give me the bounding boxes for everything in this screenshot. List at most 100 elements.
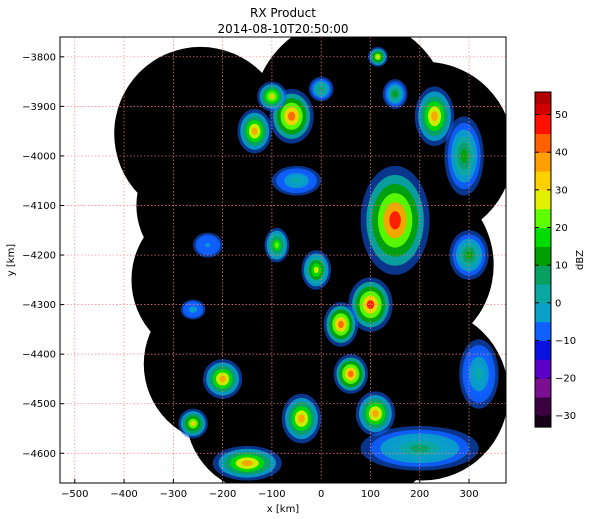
colorbar-segment <box>535 374 551 379</box>
colorbar-segment <box>535 122 551 127</box>
echo-contour <box>205 243 211 248</box>
echo-cell <box>281 393 322 444</box>
colorbar-segment <box>535 144 551 150</box>
echo-cell <box>333 354 369 394</box>
colorbar-segment <box>535 204 551 210</box>
colorbar-segment <box>535 351 551 357</box>
colorbar: 50 40 30 20 10 0 −10 −20 −30 <box>534 91 576 428</box>
colorbar-segment <box>535 419 551 424</box>
echo-cell <box>271 165 322 196</box>
colorbar-segment <box>535 178 551 183</box>
y-tick-label: −4100 <box>22 201 56 212</box>
colorbar-segment <box>535 167 551 172</box>
echo-cell <box>237 108 272 154</box>
echo-contour <box>393 91 398 97</box>
colorbar-segment <box>535 378 551 383</box>
colorbar-segment <box>535 340 551 345</box>
echo-contour <box>338 320 344 329</box>
y-tick-label: −4300 <box>22 300 56 311</box>
colorbar-segment <box>535 299 551 304</box>
colorbar-segment <box>535 189 551 195</box>
echo-cell <box>212 445 282 481</box>
echo-cell <box>308 76 334 102</box>
echo-contour <box>191 307 196 312</box>
colorbar-segment <box>535 219 551 225</box>
x-tick-label: 300 <box>459 489 478 500</box>
x-tick-label: −200 <box>209 489 236 500</box>
echo-cell <box>414 86 455 147</box>
colorbar-segment <box>535 411 551 417</box>
grid-lines <box>60 37 506 483</box>
echo-contour <box>389 211 401 230</box>
colorbar-segment <box>535 129 551 135</box>
y-tick-label: −4000 <box>22 151 56 162</box>
colorbar-segment <box>535 152 551 157</box>
colorbar-segment <box>535 208 551 214</box>
colorbar-segment <box>535 125 551 131</box>
colorbar-segment <box>535 302 551 308</box>
colorbar-segment <box>535 261 551 266</box>
colorbar-segment <box>535 366 551 372</box>
colorbar-tick-label: 50 <box>555 110 568 121</box>
echo-contour <box>313 266 319 274</box>
echo-contour <box>269 93 275 99</box>
echo-cell <box>382 79 408 109</box>
colorbar-segment <box>535 283 551 289</box>
colorbar-segment <box>535 238 551 244</box>
echo-cell <box>444 116 484 196</box>
x-tick-label: 200 <box>410 489 429 500</box>
y-tick-label: −3800 <box>22 52 56 63</box>
colorbar-segment <box>535 423 551 428</box>
colorbar-segment <box>535 231 551 236</box>
echo-cell <box>178 408 208 439</box>
echo-contour <box>287 111 296 121</box>
colorbar-segment <box>535 287 551 293</box>
colorbar-segment <box>535 103 551 108</box>
colorbar-segment <box>535 171 551 176</box>
echo-contour <box>475 368 483 380</box>
colorbar-segment <box>535 235 551 240</box>
colorbar-segment <box>535 216 551 221</box>
echo-contour <box>292 178 301 184</box>
colorbar-tick-label: −10 <box>555 336 576 347</box>
colorbar-tick-label: 10 <box>555 261 568 272</box>
colorbar-segment <box>535 408 551 413</box>
colorbar-segment <box>535 329 551 334</box>
echo-contour <box>319 86 324 92</box>
echo-contour <box>460 149 468 163</box>
echo-cell <box>360 426 479 471</box>
colorbar-segment <box>535 133 551 138</box>
colorbar-segment <box>535 314 551 319</box>
colorbar-tick-label: 30 <box>555 185 568 196</box>
x-tick-label: −400 <box>110 489 137 500</box>
echo-contour <box>219 375 226 383</box>
colorbar-segment <box>535 400 551 406</box>
y-tick-label: −4500 <box>22 399 56 410</box>
colorbar-segment <box>535 347 551 353</box>
colorbar-segment <box>535 227 551 232</box>
colorbar-frame <box>534 91 552 428</box>
colorbar-tick-label: 40 <box>555 148 568 159</box>
echo-contour <box>251 127 258 135</box>
colorbar-segment <box>535 268 551 274</box>
colorbar-segment <box>535 344 551 349</box>
echo-cell <box>323 302 359 347</box>
x-tick-label: −300 <box>160 489 187 500</box>
echo-contour <box>347 370 354 378</box>
colorbar-segment <box>535 155 551 161</box>
colorbar-segment <box>535 197 551 202</box>
colorbar-segment <box>535 295 551 300</box>
colorbar-segment <box>535 317 551 323</box>
colorbar-segment <box>535 336 551 342</box>
colorbar-segment <box>535 389 551 394</box>
colorbar-segment <box>535 137 551 142</box>
colorbar-tick-label: −20 <box>555 374 576 385</box>
colorbar-segment <box>535 99 551 104</box>
colorbar-segment <box>535 272 551 278</box>
colorbar-segment <box>535 242 551 247</box>
colorbar-segment <box>535 95 551 101</box>
colorbar-segment <box>535 363 551 368</box>
colorbar-segment <box>535 223 551 229</box>
colorbar-segment <box>535 370 551 375</box>
